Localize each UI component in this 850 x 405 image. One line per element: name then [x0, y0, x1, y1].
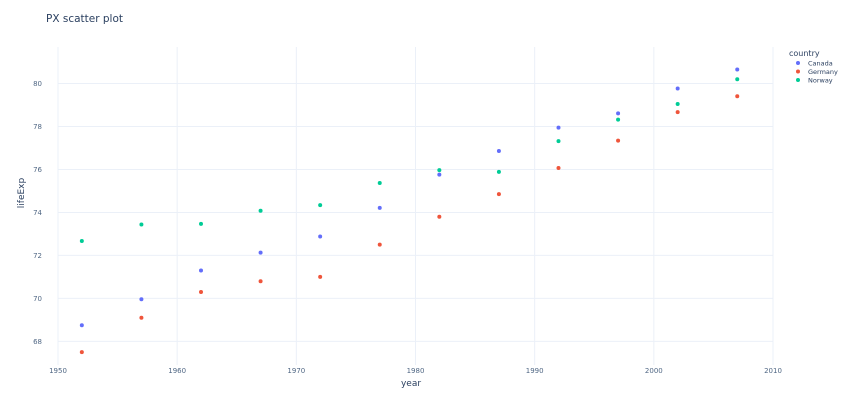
data-point-germany — [199, 289, 203, 294]
data-point-canada — [556, 125, 561, 130]
data-point-norway — [616, 117, 621, 122]
data-point-germany — [318, 274, 323, 279]
y-axis-ticks: 68 70 72 74 76 78 80 — [33, 80, 42, 346]
data-point-canada — [139, 297, 144, 302]
data-point-norway — [79, 239, 84, 244]
y-tick-label: 80 — [33, 80, 42, 88]
data-point-norway — [139, 222, 144, 227]
x-tick-label: 1960 — [168, 367, 186, 375]
x-tick-label: 2000 — [645, 367, 663, 375]
data-point-norway — [675, 101, 680, 106]
data-point-germany — [556, 165, 561, 170]
data-point-germany — [675, 110, 680, 115]
data-point-norway — [258, 208, 263, 213]
data-point-canada — [675, 86, 680, 91]
y-tick-label: 76 — [33, 166, 42, 174]
data-point-canada — [318, 234, 323, 239]
legend-marker-germany — [796, 69, 800, 74]
legend-item-canada: Canada — [808, 59, 833, 67]
data-point-canada — [735, 67, 740, 72]
data-point-germany — [377, 242, 382, 247]
data-point-canada — [199, 268, 203, 273]
data-point-norway — [437, 168, 442, 173]
grid — [57, 47, 774, 365]
y-tick-label: 70 — [33, 295, 42, 303]
y-tick-label: 74 — [33, 209, 42, 217]
x-tick-label: 1990 — [526, 367, 544, 375]
data-point-norway — [199, 221, 203, 226]
data-point-germany — [258, 279, 263, 284]
data-point-canada — [79, 323, 84, 328]
data-point-germany — [616, 138, 621, 143]
data-point-germany — [437, 214, 442, 219]
x-tick-label: 1950 — [49, 367, 67, 375]
data-point-canada — [377, 205, 382, 210]
data-point-canada — [616, 111, 621, 116]
data-point-canada — [437, 172, 442, 177]
x-tick-label: 2010 — [764, 367, 782, 375]
y-tick-label: 78 — [33, 123, 42, 131]
x-axis-ticks: 1950 1960 1970 1980 1990 2000 2010 — [49, 367, 782, 375]
data-point-canada — [258, 250, 263, 255]
data-point-canada — [496, 148, 501, 153]
data-point-norway — [377, 181, 382, 186]
y-tick-label: 72 — [33, 252, 42, 260]
legend-item-norway: Norway — [808, 76, 833, 84]
x-axis-label: year — [401, 379, 421, 389]
legend-marker-canada — [796, 61, 800, 65]
data-point-norway — [318, 203, 323, 208]
chart-title: PX scatter plot — [46, 13, 123, 25]
x-tick-label: 1980 — [407, 367, 425, 375]
legend-marker-norway — [796, 78, 800, 82]
data-point-norway — [496, 169, 501, 174]
data-points — [79, 67, 740, 355]
y-tick-label: 68 — [33, 338, 42, 346]
data-point-norway — [556, 139, 561, 144]
data-point-germany — [496, 192, 501, 197]
data-point-germany — [79, 350, 84, 355]
legend-title: country — [789, 49, 820, 58]
data-point-germany — [735, 94, 740, 99]
legend-item-germany: Germany — [808, 68, 838, 76]
data-point-germany — [139, 315, 144, 320]
y-axis-label: lifeExp — [17, 177, 27, 208]
x-tick-label: 1970 — [287, 367, 305, 375]
data-point-norway — [735, 77, 740, 82]
